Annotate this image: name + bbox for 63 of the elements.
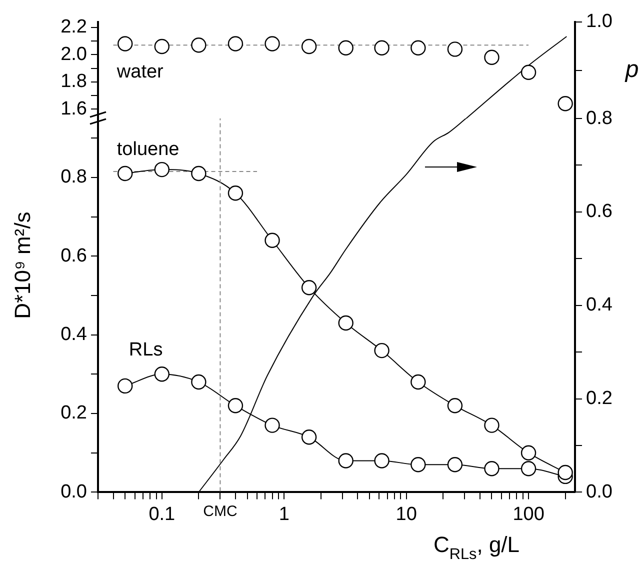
point (228, 186, 244, 201)
x-tick-label: 0.1 (148, 504, 176, 525)
y2-tick-label: 0.2 (586, 388, 612, 409)
legend-label: toluene (116, 138, 180, 160)
point (191, 374, 206, 390)
point (520, 64, 536, 80)
series-label: RLs (128, 339, 163, 360)
point (410, 40, 426, 56)
point (520, 460, 536, 476)
y-tick-label: 0.8 (60, 166, 87, 188)
point (154, 38, 170, 54)
point (301, 430, 317, 445)
y2-tick-label: 1.0 (586, 11, 612, 32)
x-tick-label: 10 (396, 504, 417, 525)
x-tick-label: 100 (512, 504, 544, 525)
point (447, 42, 463, 57)
point (228, 398, 244, 414)
ref-line-label: CMC (203, 502, 238, 520)
point (447, 457, 463, 472)
point (484, 418, 500, 433)
point (338, 453, 354, 468)
point (264, 232, 280, 248)
point (264, 418, 280, 433)
point (338, 315, 354, 331)
point (374, 453, 390, 468)
x-tick-label: 1 (278, 504, 290, 525)
legend-label: water (116, 62, 164, 83)
y-tick-label: 1.6 (60, 98, 87, 120)
y-tick-label: 0.0 (60, 481, 87, 502)
point (118, 378, 133, 394)
y2-axis-title: p (624, 56, 639, 83)
point (484, 460, 500, 476)
y-tick-label: 1.8 (60, 71, 87, 92)
point (301, 280, 317, 296)
point (374, 342, 390, 358)
point (447, 398, 463, 414)
y-tick-label: 0.6 (60, 245, 87, 266)
point (301, 38, 317, 54)
point (374, 40, 390, 56)
y-tick-label: 0.4 (60, 324, 88, 346)
point (228, 36, 244, 52)
y2-tick-label: 0.8 (586, 108, 612, 129)
point (154, 366, 170, 382)
y2-tick-label: 0.0 (586, 481, 612, 502)
point (118, 36, 133, 52)
point (191, 166, 206, 182)
y-axis-title: D*10⁹ m²/s (10, 212, 35, 319)
point (191, 38, 206, 53)
point (338, 40, 354, 56)
y-tick-label: 2.2 (60, 16, 87, 38)
point (558, 96, 573, 112)
y2-tick-label: 0.4 (586, 294, 613, 316)
point (410, 457, 426, 472)
point (484, 50, 500, 65)
point (410, 374, 426, 390)
y-tick-label: 0.2 (60, 402, 87, 424)
y2-tick-label: 0.6 (586, 201, 612, 222)
y-tick-label: 2.0 (60, 44, 87, 65)
point (154, 162, 170, 178)
point (118, 166, 133, 182)
point (264, 36, 280, 52)
point (520, 445, 536, 460)
point (558, 464, 573, 480)
